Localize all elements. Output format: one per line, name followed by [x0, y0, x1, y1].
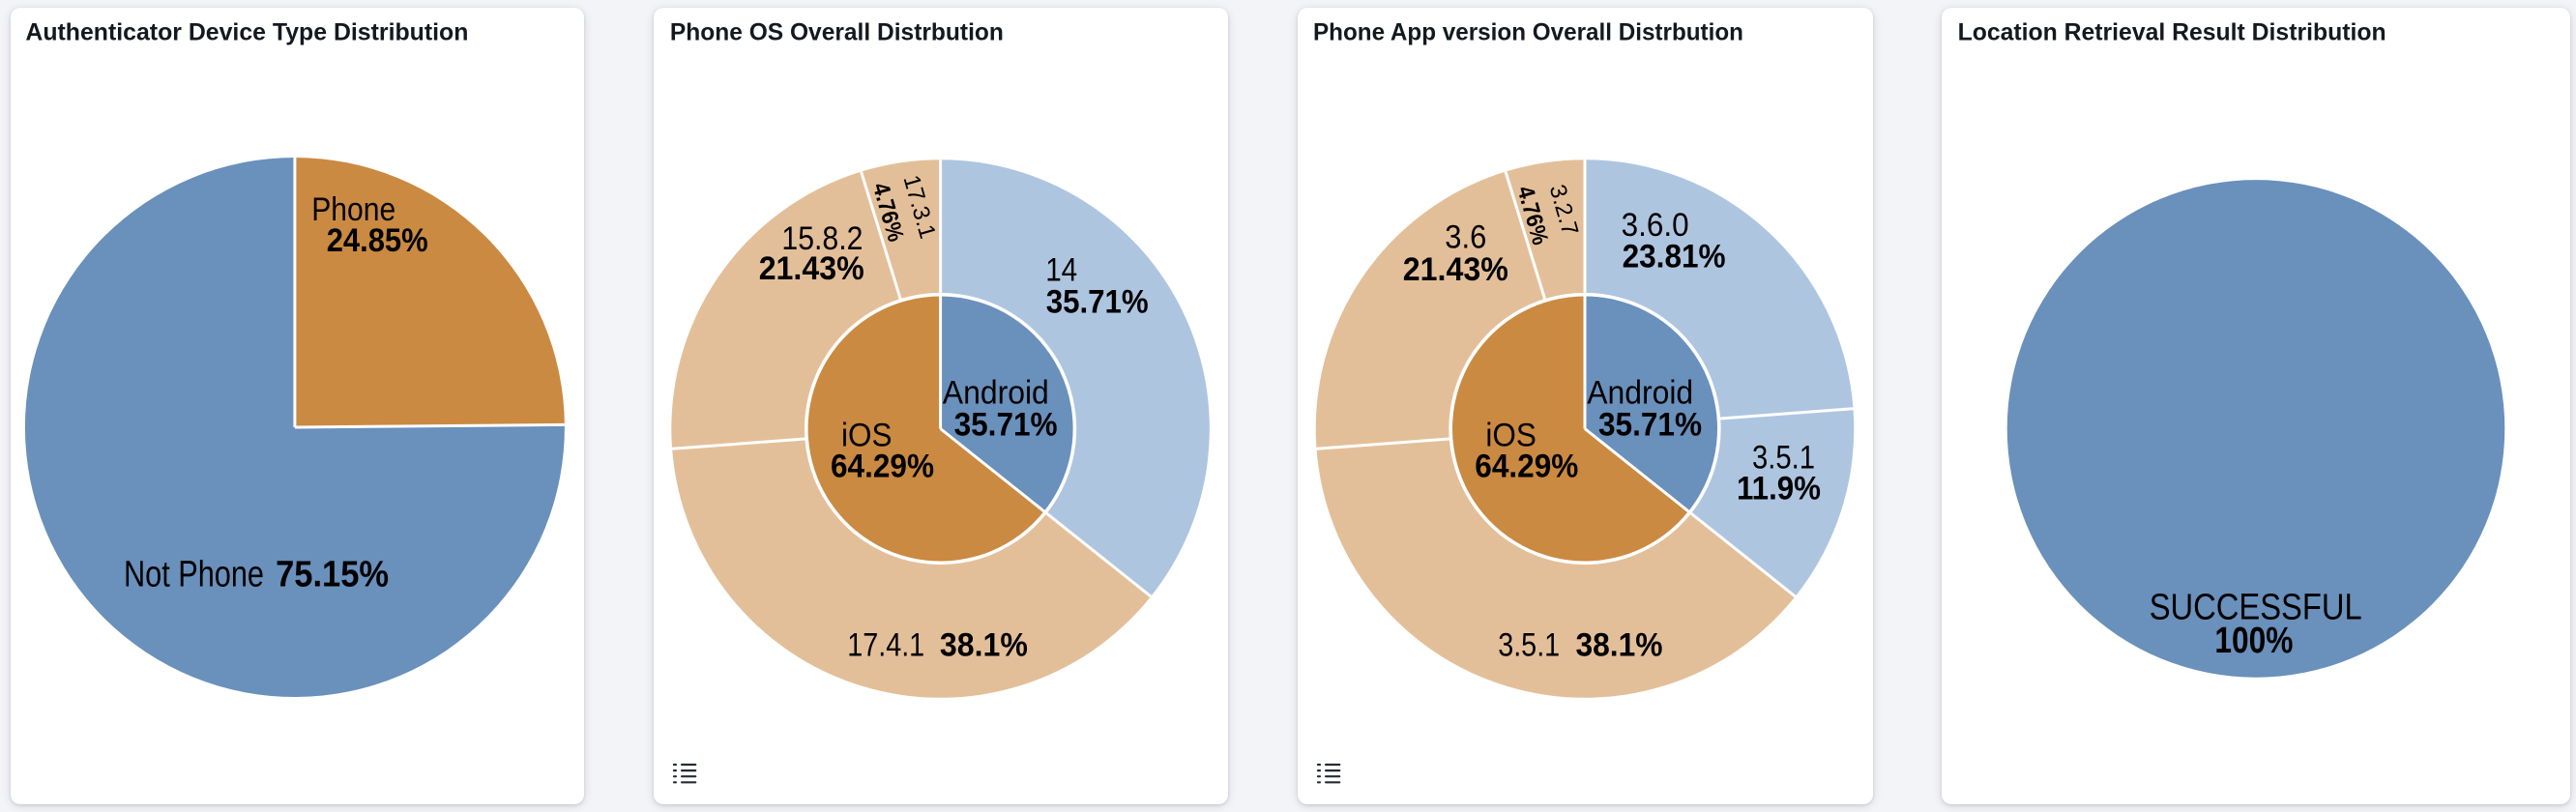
svg-text:21.43%: 21.43%: [759, 250, 864, 287]
svg-text:21.43%: 21.43%: [1403, 251, 1508, 288]
svg-text:35.71%: 35.71%: [954, 407, 1058, 444]
svg-text:38.1%: 38.1%: [940, 627, 1028, 664]
svg-text:iOS: iOS: [1485, 418, 1537, 454]
svg-text:3.6.0: 3.6.0: [1622, 207, 1689, 244]
svg-text:3.5.1: 3.5.1: [1752, 440, 1815, 477]
svg-text:38.1%: 38.1%: [1576, 627, 1663, 664]
svg-text:3.5.1: 3.5.1: [1498, 627, 1560, 664]
svg-text:64.29%: 64.29%: [831, 449, 934, 485]
svg-text:Phone: Phone: [311, 191, 395, 228]
svg-text:Phone App version Overall Dist: Phone App version Overall Distrbution: [1313, 19, 1743, 46]
svg-text:Authenticator Device Type Dist: Authenticator Device Type Distribution: [25, 19, 468, 46]
svg-text:100%: 100%: [2214, 621, 2293, 661]
svg-text:23.81%: 23.81%: [1623, 238, 1726, 275]
svg-text:24.85%: 24.85%: [327, 222, 428, 259]
svg-text:14: 14: [1045, 252, 1077, 289]
svg-text:Location Retrieval Result Dist: Location Retrieval Result Distribution: [1958, 19, 2386, 46]
svg-text:3.6: 3.6: [1445, 219, 1486, 256]
svg-text:Android: Android: [943, 375, 1049, 412]
svg-text:SUCCESSFUL: SUCCESSFUL: [2150, 588, 2362, 628]
svg-text:17.4.1: 17.4.1: [847, 627, 924, 664]
svg-text:iOS: iOS: [841, 418, 893, 454]
svg-text:Android: Android: [1587, 375, 1693, 412]
svg-text:Phone OS Overall Distrbution: Phone OS Overall Distrbution: [670, 19, 1004, 46]
svg-text:11.9%: 11.9%: [1737, 470, 1821, 507]
svg-text:Not Phone: Not Phone: [124, 555, 264, 595]
svg-text:15.8.2: 15.8.2: [781, 220, 863, 257]
svg-text:64.29%: 64.29%: [1475, 449, 1578, 485]
svg-text:35.71%: 35.71%: [1046, 284, 1149, 321]
svg-text:35.71%: 35.71%: [1598, 407, 1702, 444]
svg-text:75.15%: 75.15%: [276, 555, 389, 595]
